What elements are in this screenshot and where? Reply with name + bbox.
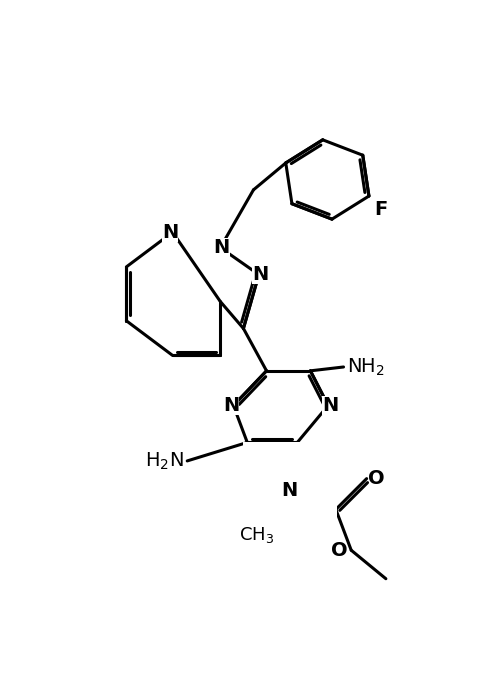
Text: NH$_2$: NH$_2$ [347, 356, 385, 378]
Text: N: N [281, 481, 298, 500]
Text: O: O [331, 541, 347, 560]
Text: O: O [368, 469, 385, 488]
Text: CH$_3$: CH$_3$ [239, 525, 274, 545]
Text: F: F [374, 200, 388, 219]
Text: N: N [223, 396, 239, 415]
Text: H$_2$N: H$_2$N [145, 450, 183, 471]
Text: N: N [162, 223, 178, 241]
Text: N: N [214, 238, 230, 257]
Text: N: N [322, 396, 339, 415]
Text: N: N [252, 265, 269, 284]
